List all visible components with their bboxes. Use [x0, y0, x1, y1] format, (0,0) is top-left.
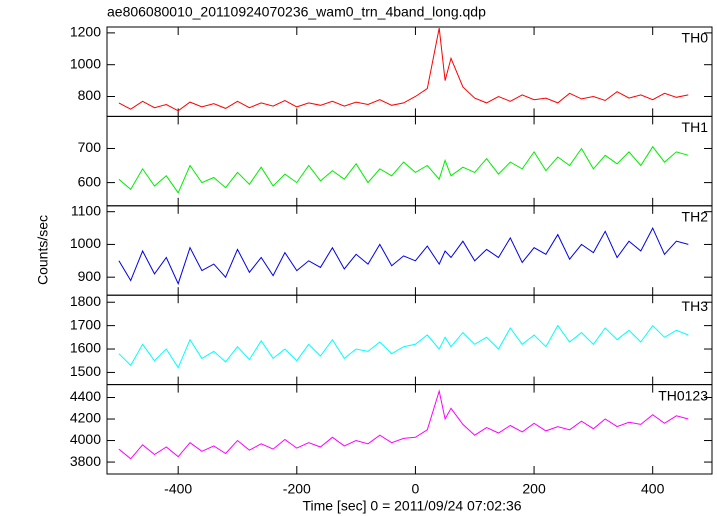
y-tick-label: 1000 — [70, 55, 101, 71]
chart-title: ae806080010_20110924070236_wam0_trn_4ban… — [107, 4, 486, 20]
y-tick-label: 4400 — [70, 388, 101, 404]
y-tick-label: 1000 — [70, 235, 101, 251]
panel-frame — [106, 205, 713, 296]
x-tick-label: 400 — [641, 481, 665, 497]
y-axis-label: Counts/sec — [35, 215, 51, 285]
y-tick-label: 600 — [78, 173, 102, 189]
y-tick-label: 700 — [78, 139, 102, 155]
y-tick-label: 1500 — [70, 363, 101, 379]
series-label: TH1 — [682, 119, 709, 135]
series-label: TH2 — [682, 209, 709, 225]
panel-frame — [106, 26, 713, 117]
light-curve — [118, 28, 689, 112]
light-curve — [118, 145, 689, 194]
series-label: TH3 — [682, 298, 709, 314]
panel-frame — [106, 115, 713, 207]
y-tick-label: 1600 — [70, 340, 101, 356]
y-tick-label: 1200 — [70, 24, 101, 40]
light-curve — [118, 389, 689, 460]
x-tick-label: -400 — [164, 481, 192, 497]
y-tick-label: 4000 — [70, 431, 101, 447]
y-tick-label: 1800 — [70, 293, 101, 309]
series-label: TH0 — [682, 30, 709, 46]
series-label: TH0123 — [658, 387, 708, 403]
y-tick-label: 3800 — [70, 453, 101, 469]
x-axis-label: Time [sec] 0 = 2011/09/24 07:02:36 — [302, 498, 521, 514]
y-tick-label: 800 — [78, 87, 102, 103]
light-curve — [118, 324, 689, 369]
y-tick-label: 4200 — [70, 410, 101, 426]
y-tick-label: 900 — [78, 268, 102, 284]
x-tick-label: 0 — [412, 481, 420, 497]
panel-frame — [106, 294, 713, 386]
light-curve — [118, 226, 689, 286]
y-tick-label: 1100 — [71, 202, 101, 218]
x-tick-label: -200 — [283, 481, 311, 497]
y-tick-label: 1700 — [70, 316, 101, 332]
x-tick-label: 200 — [522, 481, 546, 497]
panel-frame — [106, 384, 713, 475]
